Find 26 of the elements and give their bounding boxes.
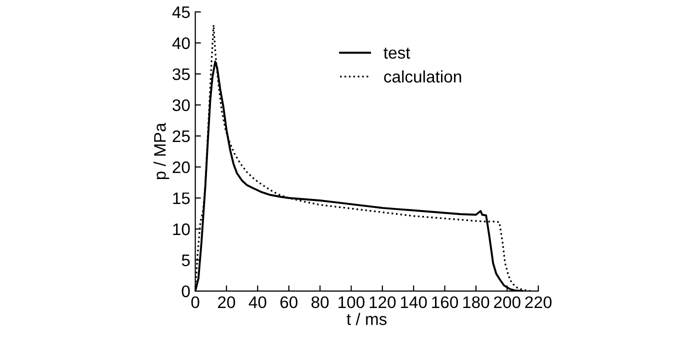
y-tick-label: 20 <box>172 161 190 174</box>
legend-label: test <box>384 48 410 59</box>
y-tick-label: 5 <box>182 254 190 266</box>
x-tick-label: 100 <box>338 296 364 308</box>
x-tick-label: 80 <box>311 296 329 308</box>
x-tick-label: 20 <box>218 296 236 308</box>
x-tick-label: 120 <box>370 296 396 308</box>
x-tick-label: 220 <box>525 296 552 308</box>
y-tick-label: 45 <box>172 6 190 18</box>
y-axis-title: p / MPa <box>154 122 170 180</box>
x-tick-label: 0 <box>191 296 200 308</box>
y-tick-label: 40 <box>172 37 190 50</box>
x-tick-label: 180 <box>463 296 490 308</box>
y-tick-label: 35 <box>172 68 190 80</box>
y-tick-label: 10 <box>173 223 190 236</box>
y-tick-label: 0 <box>182 285 190 298</box>
x-tick-label: 60 <box>280 296 298 308</box>
x-tick-label: 160 <box>432 296 458 308</box>
x-tick-label: 140 <box>400 296 427 308</box>
y-tick-label: 30 <box>172 99 190 112</box>
x-axis-title: t / ms <box>346 312 387 326</box>
legend-label: calculation <box>384 70 462 83</box>
y-tick-label: 25 <box>172 130 190 142</box>
y-tick-label: 15 <box>173 192 190 204</box>
x-tick-label: 40 <box>248 296 266 308</box>
x-tick-label: 200 <box>494 296 520 308</box>
